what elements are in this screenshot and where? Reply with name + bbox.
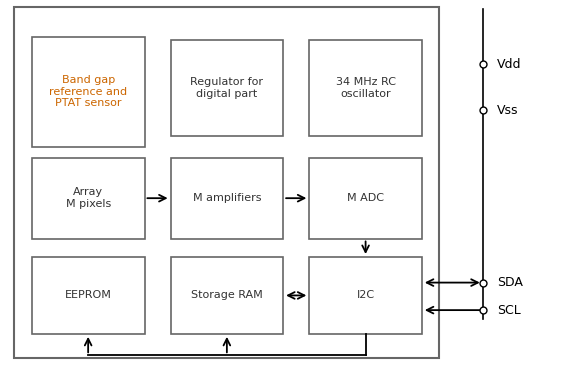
Text: Band gap
reference and
PTAT sensor: Band gap reference and PTAT sensor	[49, 75, 127, 108]
Bar	[32, 257, 144, 334]
Text: M ADC: M ADC	[347, 193, 384, 203]
Text: Regulator for
digital part: Regulator for digital part	[190, 77, 264, 99]
Text: Array
M pixels: Array M pixels	[65, 188, 111, 209]
Text: Vss: Vss	[497, 103, 518, 117]
Text: M amplifiers: M amplifiers	[192, 193, 261, 203]
Text: SCL: SCL	[497, 304, 521, 317]
Text: SDA: SDA	[497, 276, 523, 289]
Bar	[309, 158, 422, 239]
Bar	[32, 158, 144, 239]
Bar	[14, 7, 439, 358]
Bar	[171, 257, 283, 334]
Text: EEPROM: EEPROM	[65, 290, 112, 301]
Bar	[171, 158, 283, 239]
Bar	[309, 40, 422, 136]
Bar	[32, 37, 144, 147]
Text: Storage RAM: Storage RAM	[191, 290, 263, 301]
Text: I2C: I2C	[357, 290, 375, 301]
Text: Vdd: Vdd	[497, 58, 521, 71]
Text: 34 MHz RC
oscillator: 34 MHz RC oscillator	[336, 77, 395, 99]
Bar	[171, 40, 283, 136]
Bar	[309, 257, 422, 334]
